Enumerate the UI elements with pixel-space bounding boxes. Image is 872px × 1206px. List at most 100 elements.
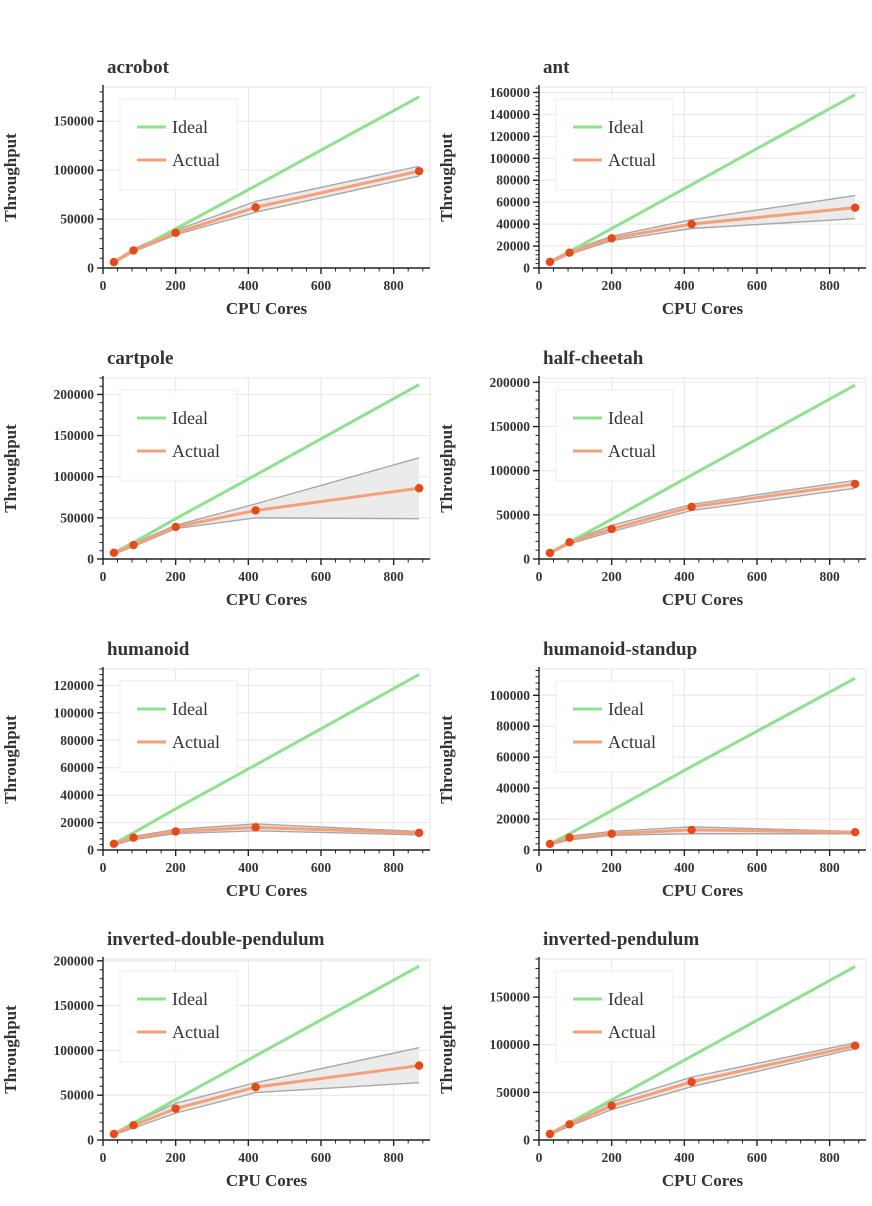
x-tick-label: 200 <box>166 569 187 584</box>
chart-title: half-cheetah <box>543 348 644 369</box>
x-tick-label: 200 <box>166 1150 187 1165</box>
data-point-actual <box>545 839 555 849</box>
x-tick-label: 600 <box>311 569 332 584</box>
legend-label-actual: Actual <box>608 1022 656 1042</box>
data-point-actual <box>171 827 180 836</box>
data-point-actual <box>607 1101 616 1110</box>
y-tick-label: 100000 <box>54 1043 95 1058</box>
series-line-ideal <box>549 676 856 846</box>
x-tick-label: 200 <box>602 860 623 875</box>
data-point-actual <box>565 248 574 257</box>
data-point-actual <box>109 548 119 558</box>
y-axis-label: Throughput <box>1 715 20 804</box>
legend: Ideal Actual <box>119 389 238 482</box>
y-axis-label: Throughput <box>1 133 20 222</box>
x-tick-label: 800 <box>384 569 405 584</box>
x-tick-label: 600 <box>311 860 332 875</box>
legend-label-ideal: Ideal <box>172 117 208 137</box>
legend-label-actual: Actual <box>172 732 220 752</box>
data-point-actual <box>545 257 555 267</box>
confidence-band <box>549 195 856 264</box>
y-tick-label: 0 <box>523 261 530 276</box>
y-tick-label: 50000 <box>60 212 94 227</box>
y-tick-label: 100000 <box>490 151 531 166</box>
x-tick-label: 600 <box>747 569 768 584</box>
legend-label-actual: Actual <box>608 441 656 461</box>
y-tick-label: 0 <box>87 552 94 567</box>
chart-panel-ant: ant Ideal Actual 0 20000 40000 60000 80000 10000… <box>437 57 867 318</box>
legend: Ideal Actual <box>555 98 674 191</box>
y-tick-label: 60000 <box>496 195 530 210</box>
y-tick-label: 150000 <box>490 419 531 434</box>
x-axis-label: CPU Cores <box>226 1171 308 1190</box>
y-tick-label: 200000 <box>490 375 531 390</box>
data-point-actual <box>607 234 616 243</box>
y-tick-label: 120000 <box>54 678 95 693</box>
y-tick-label: 50000 <box>496 507 530 522</box>
data-point-actual <box>109 257 119 267</box>
y-tick-label: 50000 <box>60 1088 94 1103</box>
x-tick-label: 800 <box>820 278 841 293</box>
x-tick-label: 200 <box>166 278 187 293</box>
legend-label-actual: Actual <box>172 150 220 170</box>
y-tick-label: 200000 <box>54 387 95 402</box>
band-lower-line <box>113 517 420 555</box>
confidence-band <box>113 166 420 264</box>
x-tick-label: 800 <box>820 569 841 584</box>
chart-title: inverted-double-pendulum <box>107 929 325 950</box>
data-point-actual <box>607 524 616 534</box>
chart-title: humanoid <box>107 639 190 660</box>
data-point-actual <box>687 502 696 512</box>
data-point-actual <box>414 484 424 493</box>
x-tick-label: 800 <box>820 860 841 875</box>
legend-box <box>119 98 238 191</box>
x-tick-label: 0 <box>536 569 543 584</box>
y-tick-label: 100000 <box>54 469 95 484</box>
x-axis-label: CPU Cores <box>226 881 308 900</box>
legend: Ideal Actual <box>555 970 674 1063</box>
data-point-actual <box>687 825 696 835</box>
x-tick-label: 400 <box>238 860 259 875</box>
y-axis-label: Throughput <box>1 424 20 513</box>
legend-label-actual: Actual <box>172 441 220 461</box>
x-tick-label: 0 <box>536 1150 543 1165</box>
x-tick-label: 0 <box>100 278 107 293</box>
y-tick-label: 0 <box>87 1133 94 1148</box>
data-point-actual <box>687 1077 696 1087</box>
data-point-actual <box>251 1082 260 1092</box>
data-point-actual <box>545 548 555 558</box>
y-tick-label: 150000 <box>54 114 95 129</box>
y-tick-label: 140000 <box>490 107 531 122</box>
y-axis-label: Throughput <box>1 1005 20 1094</box>
x-tick-label: 600 <box>311 278 332 293</box>
x-tick-label: 800 <box>820 1150 841 1165</box>
data-point-actual <box>565 538 574 547</box>
x-tick-label: 800 <box>384 860 405 875</box>
x-tick-label: 0 <box>100 860 107 875</box>
data-point-actual <box>565 1120 574 1129</box>
x-tick-label: 200 <box>166 860 187 875</box>
series-line-ideal <box>113 673 420 846</box>
chart-panel-inverted-double-pendulum: inverted-double-pendulum Ideal Actual 0 5000… <box>1 929 431 1190</box>
chart-title: ant <box>543 57 570 78</box>
chart-panel-acrobot: acrobot Ideal Actual 0 50000 100000 150000 0 200… <box>1 57 431 318</box>
legend: Ideal Actual <box>555 680 674 773</box>
data-point-actual <box>109 839 119 849</box>
y-tick-label: 20000 <box>496 239 530 254</box>
x-tick-label: 200 <box>602 569 623 584</box>
y-tick-label: 80000 <box>496 719 530 734</box>
chart-panel-half-cheetah: half-cheetah Ideal Actual 0 50000 100000 15000… <box>437 348 867 609</box>
legend: Ideal Actual <box>119 970 238 1063</box>
chart-panel-humanoid: humanoid Ideal Actual 0 20000 40000 60000 80000… <box>1 639 431 900</box>
x-tick-label: 0 <box>536 278 543 293</box>
data-point-actual <box>171 228 180 237</box>
y-axis-label: Throughput <box>437 424 456 513</box>
y-tick-label: 150000 <box>490 990 531 1005</box>
x-axis-label: CPU Cores <box>226 299 308 318</box>
y-tick-label: 120000 <box>490 129 531 144</box>
x-tick-label: 600 <box>747 860 768 875</box>
y-tick-label: 100000 <box>54 163 95 178</box>
legend-box <box>119 389 238 482</box>
legend: Ideal Actual <box>555 389 674 482</box>
